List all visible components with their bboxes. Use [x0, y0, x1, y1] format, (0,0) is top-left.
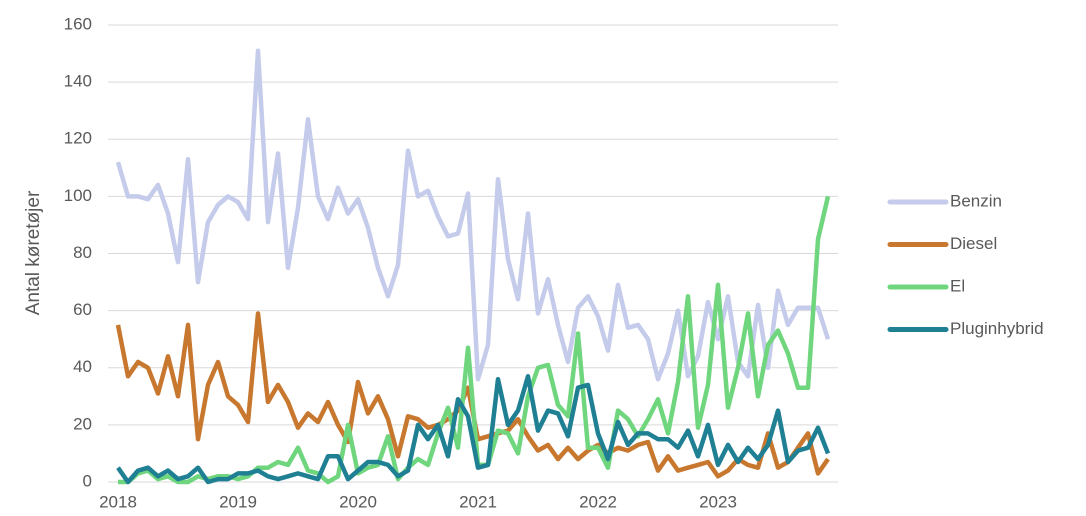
- y-tick-label: 40: [73, 357, 92, 376]
- y-tick-label: 80: [73, 243, 92, 262]
- x-tick-label: 2018: [99, 492, 137, 511]
- y-tick-label: 20: [73, 414, 92, 433]
- y-tick-label: 60: [73, 300, 92, 319]
- legend-label: El: [950, 276, 965, 295]
- line-series: [118, 195, 831, 485]
- y-tick-label: 0: [83, 471, 92, 490]
- legend-label: Pluginhybrid: [950, 319, 1044, 338]
- x-tick-label: 2020: [339, 492, 377, 511]
- line-series: [116, 374, 831, 485]
- y-tick-label: 120: [64, 129, 92, 148]
- x-tick-label: 2022: [579, 492, 617, 511]
- x-tick-label: 2023: [699, 492, 737, 511]
- x-tick-label: 2019: [219, 492, 257, 511]
- y-tick-label: 100: [64, 186, 92, 205]
- legend-label: Diesel: [950, 234, 997, 253]
- y-tick-label: 140: [64, 72, 92, 91]
- legend-label: Benzin: [950, 191, 1002, 210]
- y-axis-label: Antal køretøjer: [23, 190, 44, 315]
- x-tick-label: 2021: [459, 492, 497, 511]
- line-series: [115, 48, 831, 382]
- y-tick-label: 160: [64, 14, 92, 33]
